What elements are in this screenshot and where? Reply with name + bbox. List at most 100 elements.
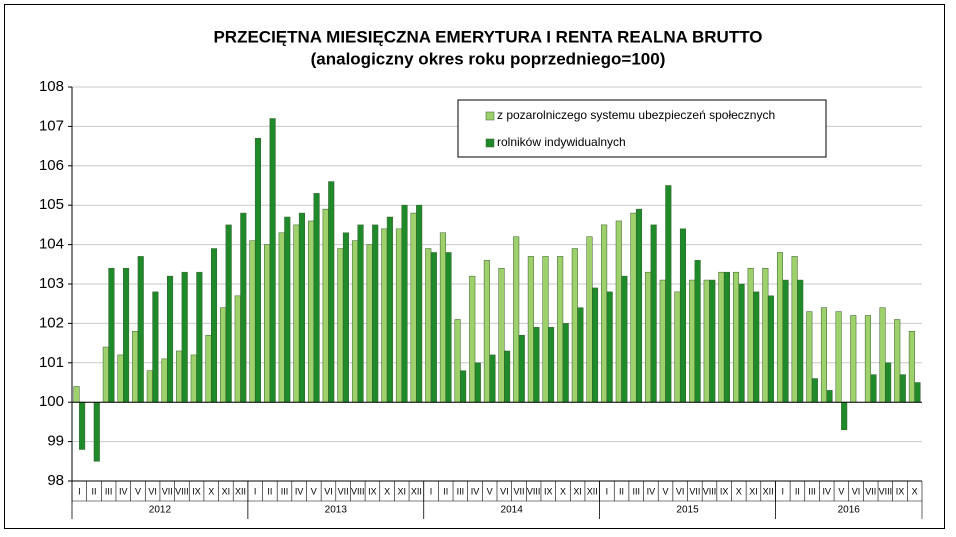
- y-tick-label: 102: [39, 314, 64, 331]
- chart-title: PRZECIĘTNA MIESIĘCZNA EMERYTURA I RENTA …: [213, 27, 762, 46]
- y-tick-label: 107: [39, 117, 64, 134]
- y-tick-label: 103: [39, 275, 64, 292]
- bar: [425, 248, 432, 403]
- bar: [782, 279, 789, 403]
- year-label: 2013: [325, 505, 348, 516]
- y-tick-label: 106: [39, 157, 64, 174]
- bar: [337, 248, 344, 403]
- y-tick-label: 101: [39, 354, 64, 371]
- x-tick-label: XII: [587, 486, 598, 496]
- bar: [820, 307, 827, 403]
- bar: [439, 232, 446, 403]
- x-tick-label: XI: [222, 486, 231, 496]
- legend-label: z pozarolniczego systemu ubezpieczeń spo…: [497, 108, 775, 122]
- bar: [630, 212, 637, 403]
- x-tick-label: X: [384, 486, 390, 496]
- x-tick-label: III: [808, 486, 816, 496]
- bar: [606, 291, 613, 403]
- bar: [870, 374, 877, 403]
- bar: [776, 252, 784, 403]
- bar: [322, 208, 329, 403]
- bar: [483, 260, 490, 403]
- bar: [513, 236, 520, 403]
- bar: [298, 212, 305, 403]
- x-tick-label: IV: [119, 486, 128, 496]
- year-label: 2014: [501, 505, 524, 516]
- bar: [723, 271, 730, 403]
- bar: [806, 311, 813, 403]
- x-tick-label: V: [838, 486, 844, 496]
- bar: [864, 315, 871, 403]
- bar: [879, 307, 886, 403]
- bar: [635, 208, 643, 403]
- x-tick-label: VII: [162, 486, 173, 496]
- bar: [102, 346, 109, 403]
- bar: [240, 212, 247, 403]
- bar: [592, 287, 599, 403]
- x-tick-label: V: [663, 486, 669, 496]
- bar: [284, 216, 291, 403]
- bar: [366, 244, 373, 403]
- bar: [811, 378, 818, 403]
- chart-frame: [4, 4, 945, 529]
- year-label: 2012: [149, 505, 172, 516]
- bar: [548, 327, 555, 403]
- bar: [176, 350, 183, 403]
- bar: [577, 307, 584, 403]
- bar: [557, 256, 564, 403]
- bar: [220, 307, 227, 403]
- bar: [234, 295, 241, 403]
- x-tick-label: II: [443, 486, 448, 496]
- x-tick-label: VIII: [703, 486, 717, 496]
- x-tick-label: X: [736, 486, 742, 496]
- x-tick-label: I: [254, 486, 257, 496]
- bar: [474, 362, 481, 403]
- bar: [533, 327, 540, 403]
- x-tick-label: III: [632, 486, 640, 496]
- bar: [645, 271, 652, 403]
- bar: [264, 244, 271, 403]
- bar: [747, 267, 754, 403]
- x-tick-label: V: [311, 486, 317, 496]
- x-tick-label: VIII: [351, 486, 365, 496]
- bar: [460, 370, 467, 403]
- bar: [132, 331, 139, 403]
- bar: [885, 362, 892, 403]
- x-tick-label: I: [430, 486, 433, 496]
- x-tick-label: VIII: [527, 486, 541, 496]
- bar: [621, 275, 628, 403]
- bar: [615, 220, 622, 403]
- x-tick-label: IV: [647, 486, 656, 496]
- bar: [137, 256, 144, 403]
- bar: [469, 275, 476, 403]
- bar: [445, 252, 452, 403]
- x-tick-label: XI: [573, 486, 582, 496]
- bar: [732, 271, 740, 403]
- bar: [679, 228, 687, 403]
- bar: [826, 390, 833, 403]
- bar: [659, 279, 666, 403]
- year-label: 2015: [676, 505, 699, 516]
- bar: [542, 256, 549, 403]
- bar: [372, 224, 379, 403]
- bar: [718, 271, 725, 403]
- bar: [357, 224, 364, 403]
- bar: [205, 334, 212, 403]
- bar: [152, 291, 159, 403]
- x-tick-label: X: [208, 486, 214, 496]
- bar: [351, 240, 359, 403]
- x-tick-label: IX: [192, 486, 201, 496]
- bar: [79, 401, 86, 450]
- legend-box: [457, 99, 827, 158]
- y-tick-label: 99: [47, 433, 64, 450]
- bar: [504, 350, 511, 403]
- bar: [293, 224, 300, 403]
- bar: [835, 311, 842, 403]
- x-tick-label: II: [267, 486, 272, 496]
- x-tick-label: VIII: [175, 486, 189, 496]
- x-tick-label: XI: [749, 486, 758, 496]
- bar: [674, 291, 681, 403]
- bar: [841, 401, 848, 431]
- bar: [518, 334, 525, 403]
- bar: [254, 137, 262, 403]
